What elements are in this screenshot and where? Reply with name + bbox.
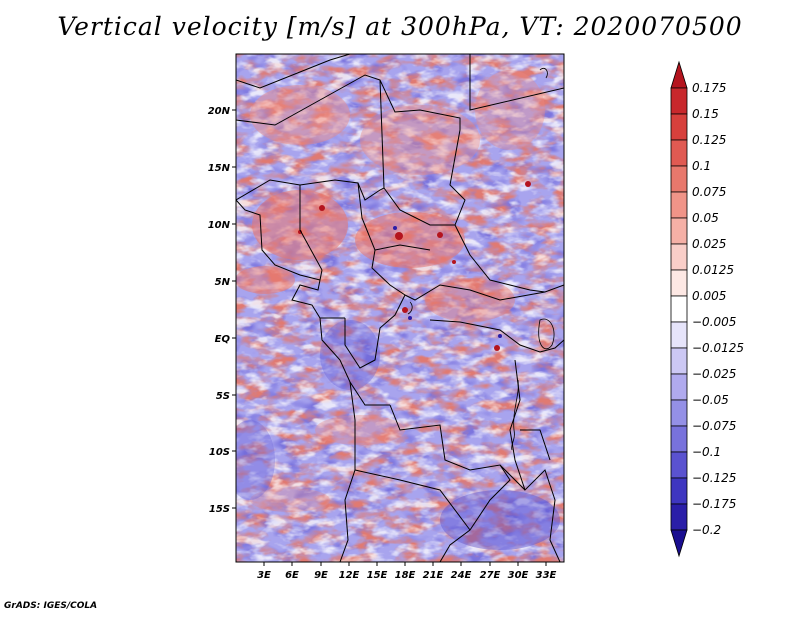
colorbar-segment — [670, 87, 688, 115]
colorbar-segment — [670, 139, 688, 167]
colorbar-label: −0.05 — [692, 393, 729, 407]
colorbar-label: 0.025 — [692, 237, 726, 251]
colorbar-label: 0.125 — [692, 133, 726, 147]
colorbar-segment — [670, 321, 688, 349]
colorbar-label: 0.05 — [692, 211, 719, 225]
lat-label: EQ — [215, 334, 231, 345]
map-frame — [235, 53, 565, 563]
lon-ticks — [263, 562, 547, 566]
lon-label: 27E — [480, 570, 501, 581]
colorbar-segment — [670, 451, 688, 479]
lon-label: 15E — [367, 570, 388, 581]
lon-label: 6E — [285, 570, 299, 581]
colorbar-segment — [670, 269, 688, 297]
colorbar-label: −0.175 — [692, 497, 736, 511]
lon-label: 12E — [339, 570, 360, 581]
colorbar-segment — [670, 243, 688, 271]
colorbar-label: 0.1 — [692, 159, 711, 173]
colorbar-segment — [670, 60, 688, 89]
colorbar-segment — [670, 217, 688, 245]
colorbar-label: −0.2 — [692, 523, 721, 537]
lon-label: 18E — [395, 570, 416, 581]
colorbar-segment — [670, 373, 688, 401]
colorbar-label: −0.0125 — [692, 341, 744, 355]
colorbar-segment — [670, 191, 688, 219]
lat-label: 15N — [208, 163, 231, 174]
lat-label: 5S — [216, 391, 230, 402]
lon-label: 30E — [508, 570, 529, 581]
colorbar-label: −0.075 — [692, 419, 736, 433]
colorbar-segment — [670, 113, 688, 141]
lon-label: 33E — [536, 570, 557, 581]
colorbar-label: 0.0125 — [692, 263, 734, 277]
lat-label: 10N — [208, 220, 231, 231]
chart-title: Vertical velocity [m/s] at 300hPa, VT: 2… — [57, 12, 743, 41]
colorbar-label: 0.175 — [692, 81, 726, 95]
colorbar-segment — [670, 425, 688, 453]
colorbar-labels: 0.175 0.15 0.125 0.1 0.075 0.05 0.025 0.0125 0.0… — [692, 81, 744, 537]
lon-labels: 3E 6E 9E 12E 15E 18E 21E 24E 27E 30E 33E — [257, 570, 556, 581]
colorbar-segment — [670, 399, 688, 427]
colorbar-label: 0.075 — [692, 185, 726, 199]
colorbar-label: 0.005 — [692, 289, 726, 303]
colorbar-label: −0.005 — [692, 315, 736, 329]
lat-ticks — [232, 109, 236, 509]
lat-label: 10S — [209, 447, 230, 458]
colorbar-label: 0.15 — [692, 107, 719, 121]
colorbar-segment — [670, 529, 688, 558]
lat-label: 20N — [208, 106, 231, 117]
lon-label: 9E — [314, 570, 328, 581]
colorbar-segment — [670, 503, 688, 531]
lat-label: 15S — [209, 504, 230, 515]
colorbar-segment — [670, 477, 688, 505]
lat-label: 5N — [215, 277, 231, 288]
lon-label: 24E — [451, 570, 472, 581]
colorbar-label: −0.1 — [692, 445, 721, 459]
grads-credit: GrADS: IGES/COLA — [4, 601, 98, 611]
colorbar-segment — [670, 165, 688, 193]
lon-label: 21E — [423, 570, 444, 581]
colorbar-label: −0.025 — [692, 367, 736, 381]
colorbar-segment — [670, 295, 688, 323]
lat-labels: 20N 15N 10N 5N EQ 5S 10S 15S — [208, 106, 231, 515]
lon-label: 3E — [257, 570, 271, 581]
colorbar-label: −0.125 — [692, 471, 736, 485]
velocity-field — [236, 54, 564, 562]
colorbar-segment — [670, 347, 688, 375]
colorbar — [670, 60, 688, 558]
